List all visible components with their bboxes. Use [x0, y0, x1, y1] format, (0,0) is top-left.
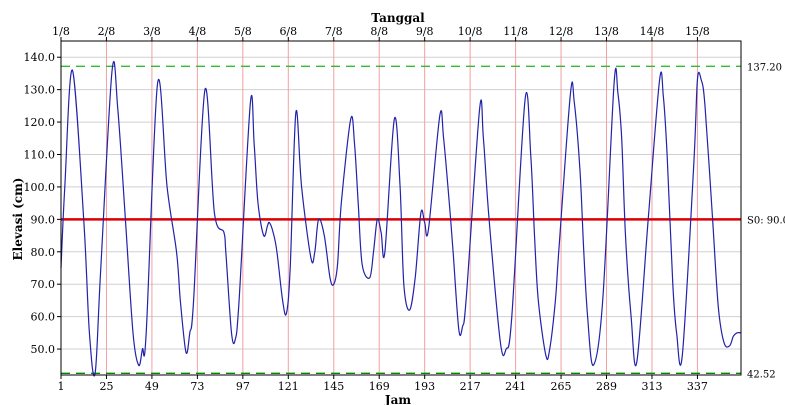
x-axis-label: Jam — [384, 393, 411, 405]
y-tick-label: 130.0 — [24, 84, 56, 97]
x-tick-label: 49 — [145, 380, 159, 393]
date-tick-label: 5/8 — [234, 25, 252, 38]
x-tick-label: 145 — [323, 380, 344, 393]
reference-label: 137.20 — [747, 62, 782, 73]
date-tick-label: 15/8 — [685, 25, 710, 38]
date-tick-label: 4/8 — [189, 25, 207, 38]
date-tick-label: 9/8 — [416, 25, 434, 38]
reference-label: S0: 90.00 — [747, 215, 785, 226]
date-tick-label: 6/8 — [279, 25, 297, 38]
date-tick-label: 1/8 — [52, 25, 70, 38]
series-layer — [60, 61, 742, 377]
x-tick-label: 265 — [551, 380, 572, 393]
chart-title: Tanggal — [371, 11, 425, 25]
date-tick-label: 7/8 — [325, 25, 343, 38]
y-tick-label: 50.0 — [31, 343, 56, 356]
x-tick-label: 193 — [414, 380, 435, 393]
y-tick-label: 90.0 — [31, 213, 56, 226]
x-tick-label: 1 — [58, 380, 65, 393]
date-tick-label: 11/8 — [503, 25, 528, 38]
date-tick-label: 12/8 — [549, 25, 574, 38]
date-tick-labels: 1/8 2/8 3/8 4/8 5/8 6/8 7/8 8/8 9/8 10/8 11/8 12/8 1… — [52, 25, 710, 41]
x-tick-label: 313 — [641, 380, 662, 393]
reference-labels: 137.20 S0: 90.00 42.52 — [747, 62, 785, 380]
x-tick-labels: 1 25 49 73 97 121 145 169 193 217 241 265 289 313 337 — [58, 375, 708, 393]
x-tick-label: 169 — [369, 380, 390, 393]
reference-label: 42.52 — [747, 369, 776, 380]
x-tick-label: 73 — [190, 380, 204, 393]
date-tick-label: 2/8 — [98, 25, 116, 38]
plot-frame — [60, 40, 742, 376]
x-tick-label: 289 — [596, 380, 617, 393]
date-tick-label: 13/8 — [594, 25, 619, 38]
x-tick-label: 97 — [236, 380, 250, 393]
date-tick-label: 10/8 — [458, 25, 483, 38]
date-tick-label: 14/8 — [640, 25, 665, 38]
x-tick-label: 241 — [505, 380, 526, 393]
x-tick-label: 25 — [99, 380, 113, 393]
y-tick-label: 80.0 — [31, 246, 56, 259]
y-tick-label: 100.0 — [24, 181, 56, 194]
y-tick-label: 140.0 — [24, 51, 56, 64]
y-axis-label: Elevasi (cm) — [11, 178, 25, 261]
date-tick-label: 8/8 — [370, 25, 388, 38]
date-tick-label: 3/8 — [143, 25, 161, 38]
x-tick-label: 217 — [460, 380, 481, 393]
y-tick-label: 110.0 — [24, 148, 56, 161]
y-tick-label: 70.0 — [31, 278, 56, 291]
x-tick-label: 337 — [687, 380, 708, 393]
x-tick-label: 121 — [278, 380, 299, 393]
series-line — [60, 61, 742, 377]
y-tick-label: 120.0 — [24, 116, 56, 129]
y-tick-labels: 50.0 60.0 70.0 80.0 90.0 100.0 110.0 120.0 130.0… — [24, 51, 61, 356]
y-tick-label: 60.0 — [31, 311, 56, 324]
